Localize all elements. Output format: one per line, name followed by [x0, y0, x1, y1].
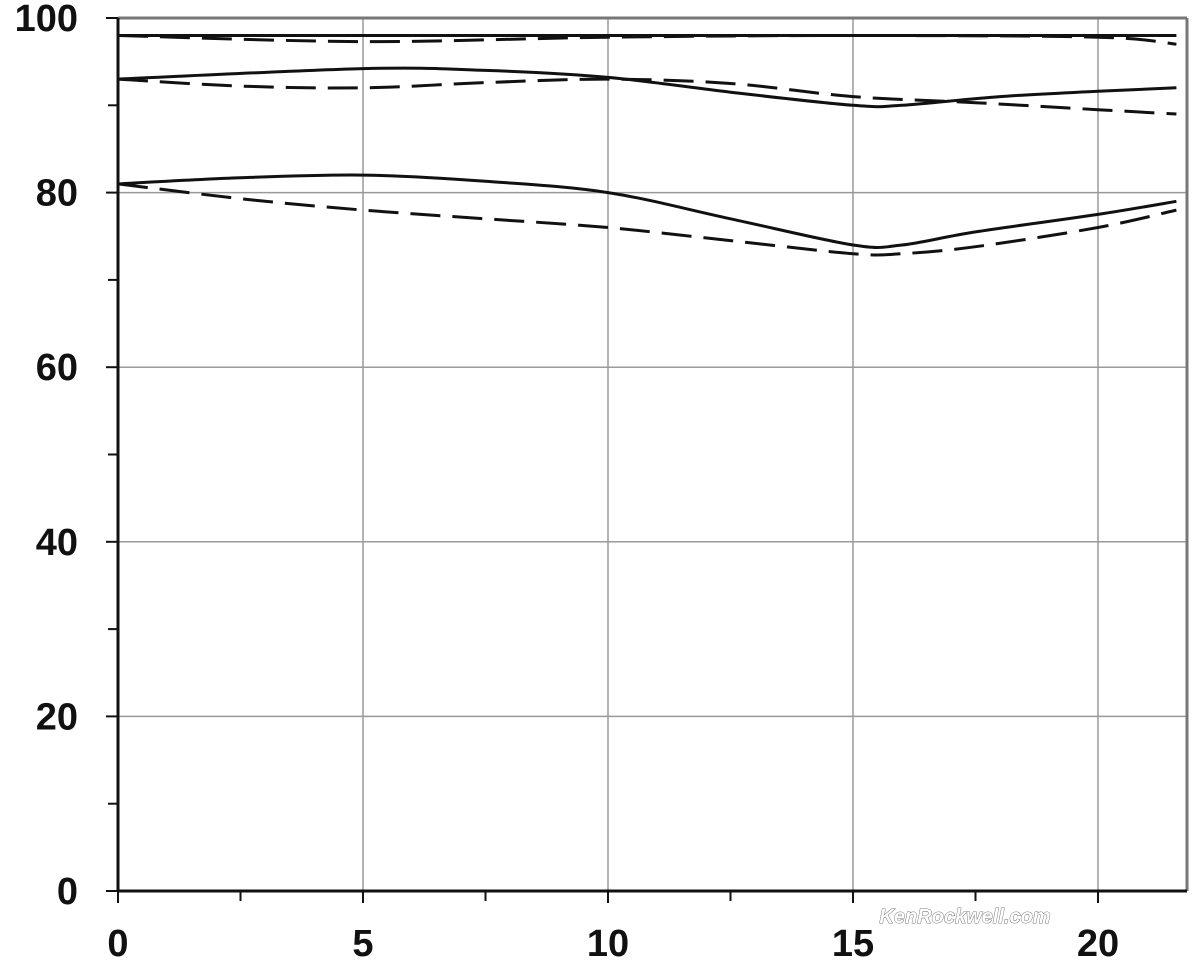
y-tick-label: 100 — [15, 0, 78, 40]
y-tick-labels: 0 20 40 60 80 100 — [15, 0, 78, 913]
minor-ticks — [108, 104, 118, 805]
series-line-6-dashed — [117, 182, 1177, 257]
x-tick-labels: 0 5 10 15 20 — [107, 923, 1119, 963]
grid-lines — [118, 18, 1187, 891]
x-tick-label: 5 — [352, 923, 373, 963]
y-tick-label: 60 — [36, 347, 78, 389]
y-tick-label: 80 — [36, 173, 78, 215]
y-tick-label: 0 — [57, 871, 78, 913]
watermark-text: KenRockwell.com — [879, 906, 1050, 928]
series-line-2-dashed — [117, 34, 1177, 46]
x-tick-label: 15 — [832, 923, 874, 963]
axes — [106, 16, 1189, 903]
x-tick-label: 0 — [107, 923, 128, 963]
series-line-4-dashed — [117, 77, 1177, 116]
y-tick-label: 20 — [36, 696, 78, 738]
x-tick-label: 20 — [1077, 923, 1119, 963]
y-tick-label: 40 — [36, 522, 78, 564]
series-group — [117, 33, 1177, 257]
x-tick-label: 10 — [587, 923, 629, 963]
series-line-5-solid — [117, 173, 1177, 249]
series-line-3-solid — [117, 66, 1177, 109]
